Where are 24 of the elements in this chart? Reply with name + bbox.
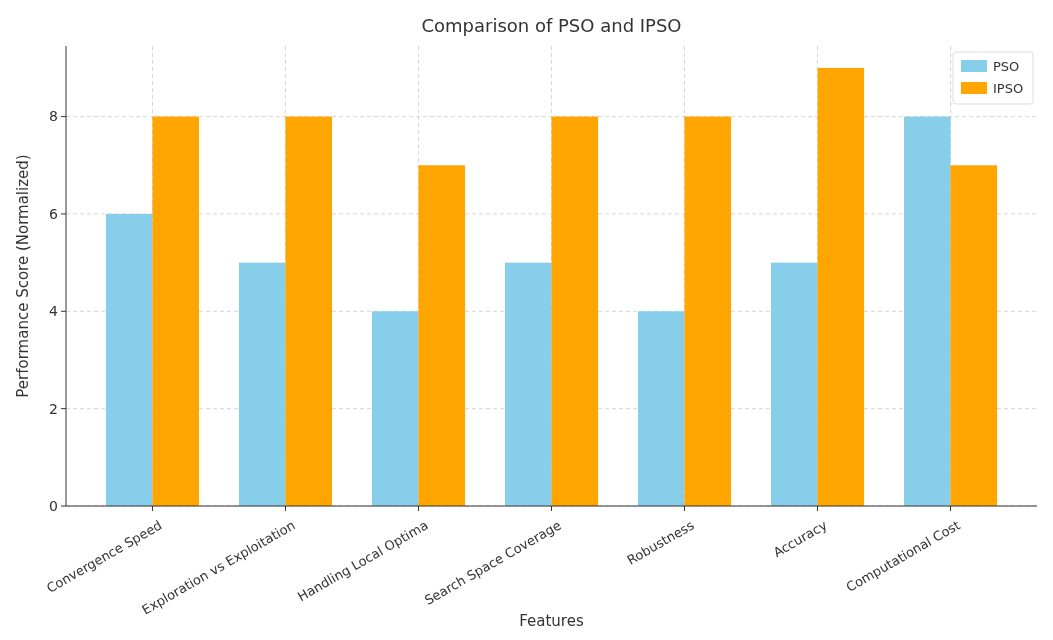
y-tick-label: 4 — [49, 303, 59, 320]
x-axis-title: Features — [519, 612, 584, 630]
bar — [418, 165, 466, 506]
y-tick-label: 2 — [49, 400, 58, 417]
bar — [950, 165, 998, 506]
bar — [285, 116, 333, 506]
bar — [817, 67, 865, 506]
y-axis-title: Performance Score (Normalized) — [14, 154, 32, 398]
y-tick-label: 6 — [49, 205, 59, 222]
chart-title: Comparison of PSO and IPSO — [421, 15, 682, 36]
bar — [371, 311, 419, 506]
y-tick-label: 8 — [49, 108, 58, 125]
bar — [152, 116, 200, 506]
bar — [551, 116, 599, 506]
bar — [684, 116, 732, 506]
bar — [238, 262, 286, 506]
bar — [105, 213, 153, 506]
y-tick-label: 0 — [49, 497, 58, 514]
legend-label: IPSO — [993, 80, 1024, 96]
bar — [903, 116, 951, 506]
bar — [770, 262, 818, 506]
legend-label: PSO — [993, 58, 1020, 74]
bar — [637, 311, 685, 506]
bar — [504, 262, 552, 506]
